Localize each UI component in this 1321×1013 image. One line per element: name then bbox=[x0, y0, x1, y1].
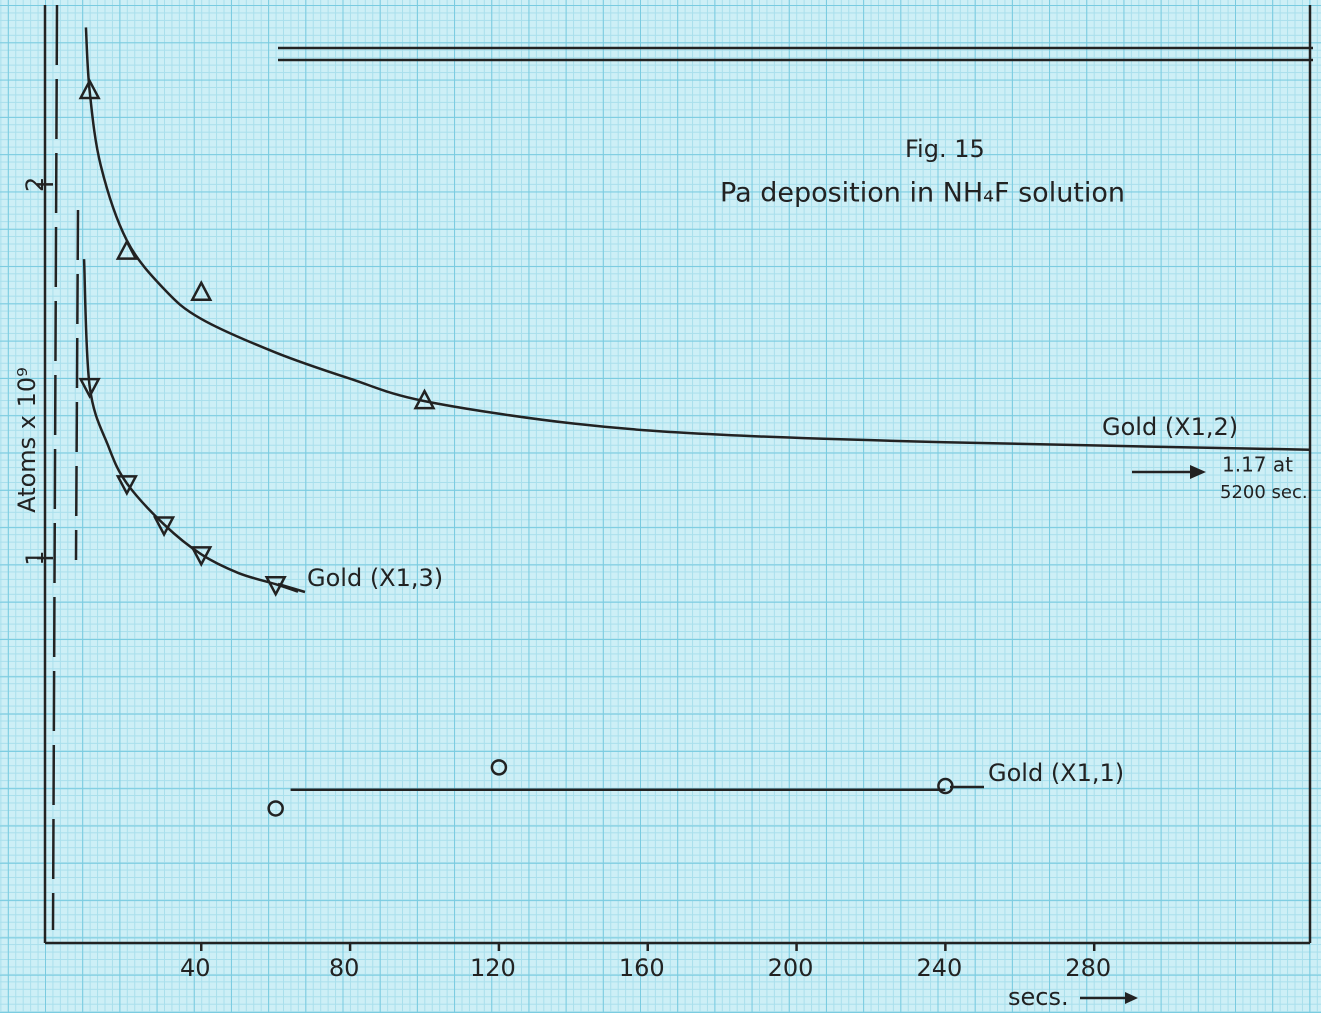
chart-subtitle: Pa deposition in NH₄F solution bbox=[720, 178, 1125, 209]
series-label: Gold (X1,1) bbox=[988, 759, 1124, 787]
dashed-line bbox=[53, 5, 57, 930]
x-tick-label: 240 bbox=[916, 954, 962, 982]
y-tick-label: 2 bbox=[21, 177, 49, 192]
annotation: 5200 sec. bbox=[1220, 482, 1308, 503]
fit-curve bbox=[84, 259, 298, 592]
x-tick-label: 120 bbox=[470, 954, 516, 982]
point bbox=[269, 801, 283, 815]
x-tick-label: 200 bbox=[768, 954, 814, 982]
chart: Fig. 15 Pa deposition in NH₄F solution A… bbox=[0, 0, 1321, 1013]
page: Fig. 15 Pa deposition in NH₄F solution A… bbox=[0, 0, 1321, 1013]
x-tick-label: 160 bbox=[619, 954, 665, 982]
annotation: 1.17 at bbox=[1222, 453, 1293, 477]
x-axis-label: secs. bbox=[1008, 983, 1069, 1011]
x-tick-label: 280 bbox=[1065, 954, 1111, 982]
series-label: Gold (X1,2) bbox=[1102, 413, 1238, 441]
point bbox=[192, 283, 210, 300]
fit-curve bbox=[86, 27, 1310, 449]
point bbox=[192, 547, 210, 564]
arrow-head bbox=[1125, 992, 1138, 1004]
series-label: Gold (X1,3) bbox=[307, 564, 443, 592]
point bbox=[492, 760, 506, 774]
x-tick-label: 80 bbox=[329, 954, 360, 982]
y-axis-label: Atoms x 10⁹ bbox=[13, 367, 41, 513]
y-tick-label: 1 bbox=[21, 550, 49, 565]
x-tick-label: 40 bbox=[180, 954, 211, 982]
dashed-line bbox=[76, 210, 78, 560]
arrow-head bbox=[1190, 465, 1206, 479]
chart-title: Fig. 15 bbox=[905, 135, 985, 163]
